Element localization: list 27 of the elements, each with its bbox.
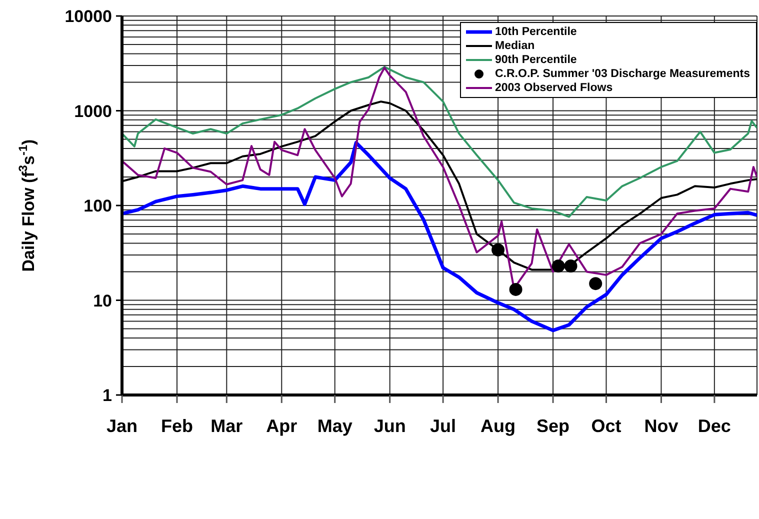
- legend-label: Median: [495, 39, 535, 53]
- legend-label: C.R.O.P. Summer '03 Discharge Measurements: [495, 67, 750, 81]
- y-tick-label: 10000: [64, 7, 112, 26]
- legend-label: 10th Percentile: [495, 25, 577, 39]
- x-tick-label: Jun: [374, 416, 406, 436]
- x-tick-label: May: [317, 416, 352, 436]
- x-tick-label: Jul: [430, 416, 456, 436]
- y-tick-label: 100: [84, 196, 112, 216]
- point: [492, 243, 505, 256]
- y-tick-label: 1: [102, 386, 112, 405]
- x-tick-label: Oct: [591, 416, 622, 436]
- x-tick-label: Nov: [644, 416, 678, 436]
- point: [589, 277, 602, 290]
- x-tick-label: Aug: [480, 416, 516, 436]
- x-tick-label: Apr: [266, 416, 298, 436]
- y-tick-label: 10: [93, 291, 112, 310]
- legend-label: 2003 Observed Flows: [495, 81, 613, 95]
- point: [564, 259, 578, 272]
- x-tick-label: Dec: [698, 416, 731, 436]
- x-tick-label: Feb: [160, 416, 193, 436]
- legend-label: 90th Percentile: [495, 53, 577, 67]
- x-tick-label: Jan: [106, 416, 138, 436]
- point: [509, 282, 522, 296]
- x-tick-label: Sep: [536, 416, 570, 436]
- y-tick-label: 1000: [74, 102, 112, 121]
- point: [552, 259, 565, 272]
- x-tick-label: Mar: [210, 416, 243, 436]
